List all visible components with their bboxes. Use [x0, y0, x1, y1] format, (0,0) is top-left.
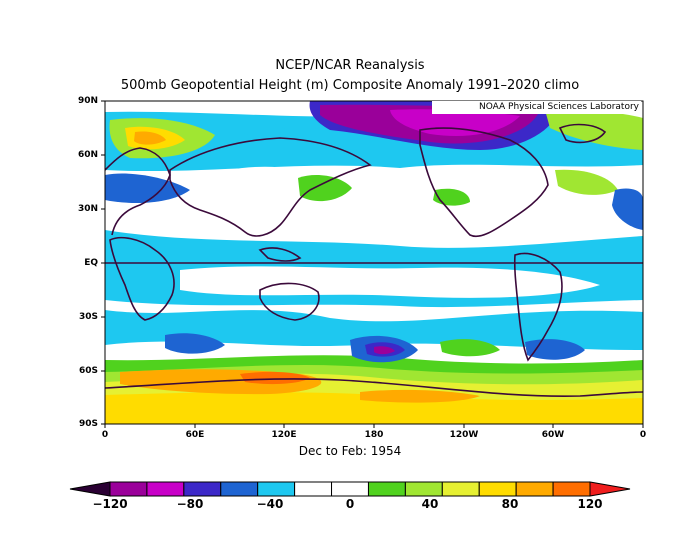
anomaly-field: [105, 101, 643, 424]
colorbar-tick-label: 80: [501, 497, 519, 511]
colorbar-low-arrow: [69, 481, 111, 497]
positive-blob-atlantic: [555, 169, 618, 195]
coastline-australia: [259, 282, 320, 321]
lat-label-60n: 60N: [77, 150, 98, 160]
period-label: Dec to Feb: 1954: [298, 444, 402, 458]
lon-label-120e: 120E: [271, 430, 297, 440]
colorbar-high-arrow: [589, 481, 631, 497]
axis-ticks: [101, 100, 644, 428]
colorbar-tick-label: −80: [176, 497, 204, 511]
colorbar-swatch: [478, 481, 517, 497]
lat-label-60s: 60S: [78, 366, 98, 376]
coastline-antarctica: [105, 378, 643, 397]
colorbar-swatch: [515, 481, 554, 497]
southern-negative-band: [105, 310, 643, 350]
negative-blob-siberia: [240, 119, 290, 138]
colorbar-swatch: [183, 481, 222, 497]
colorbar-tick-label: −120: [92, 497, 128, 511]
colorbar-swatch: [367, 481, 406, 497]
coastline-asia: [169, 137, 372, 237]
lat-label-eq: EQ: [84, 258, 98, 268]
lon-label-0-east: 0: [639, 430, 647, 440]
neutral-region-tropics: [180, 266, 600, 298]
lon-label-60w: 60W: [541, 430, 565, 440]
colorbar-swatch: [441, 481, 480, 497]
coastline-north-america: [419, 127, 549, 238]
negative-blob-europe: [105, 173, 190, 203]
positive-blob-orange-2: [360, 389, 480, 403]
positive-band-gold: [105, 392, 643, 424]
colorbar-tick-label: 0: [345, 497, 355, 511]
lat-label-90s: 90S: [78, 419, 98, 429]
credit-label: NOAA Physical Sciences Laboratory: [432, 101, 641, 114]
colorbar-swatch: [404, 481, 443, 497]
colorbar-swatch: [331, 481, 369, 497]
lon-label-0: 0: [101, 430, 109, 440]
colorbar-swatch: [220, 481, 259, 497]
negative-blob-atlantic: [612, 188, 643, 230]
negative-peak-south-pacific: [374, 346, 395, 355]
positive-peak-northwest: [134, 131, 166, 145]
colorbar: [69, 481, 631, 497]
colorbar-swatch: [146, 481, 185, 497]
coastline-greenland: [558, 123, 607, 144]
neutral-region-north: [222, 166, 528, 240]
negative-blob-south-indian: [165, 333, 225, 354]
coastline-south-america: [513, 252, 563, 362]
lat-label-90n: 90N: [77, 96, 98, 106]
coastline-africa: [109, 236, 175, 321]
colorbar-swatch: [109, 481, 148, 497]
positive-blob-northeast: [545, 109, 643, 150]
chart-title-line1: NCEP/NCAR Reanalysis: [275, 58, 425, 73]
positive-blob-pacific-west: [298, 175, 352, 202]
lat-label-30s: 30S: [78, 312, 98, 322]
coastline-indonesia: [258, 247, 302, 262]
colorbar-swatch: [257, 481, 296, 497]
lon-label-60e: 60E: [185, 430, 205, 440]
colorbar-swatch: [552, 481, 591, 497]
chart-title-line2: 500mb Geopotential Height (m) Composite …: [120, 78, 580, 93]
lon-label-180: 180: [364, 430, 384, 440]
colorbar-tick-label: 40: [421, 497, 439, 511]
lat-label-30n: 30N: [77, 204, 98, 214]
colorbar-swatch: [294, 481, 333, 497]
lon-label-120w: 120W: [449, 430, 479, 440]
coastlines: [105, 123, 643, 397]
positive-blob-red: [240, 371, 310, 385]
colorbar-tick-label: 120: [577, 497, 603, 511]
positive-blob-south-pacific-east: [440, 339, 500, 357]
colorbar-tick-label: −40: [256, 497, 284, 511]
